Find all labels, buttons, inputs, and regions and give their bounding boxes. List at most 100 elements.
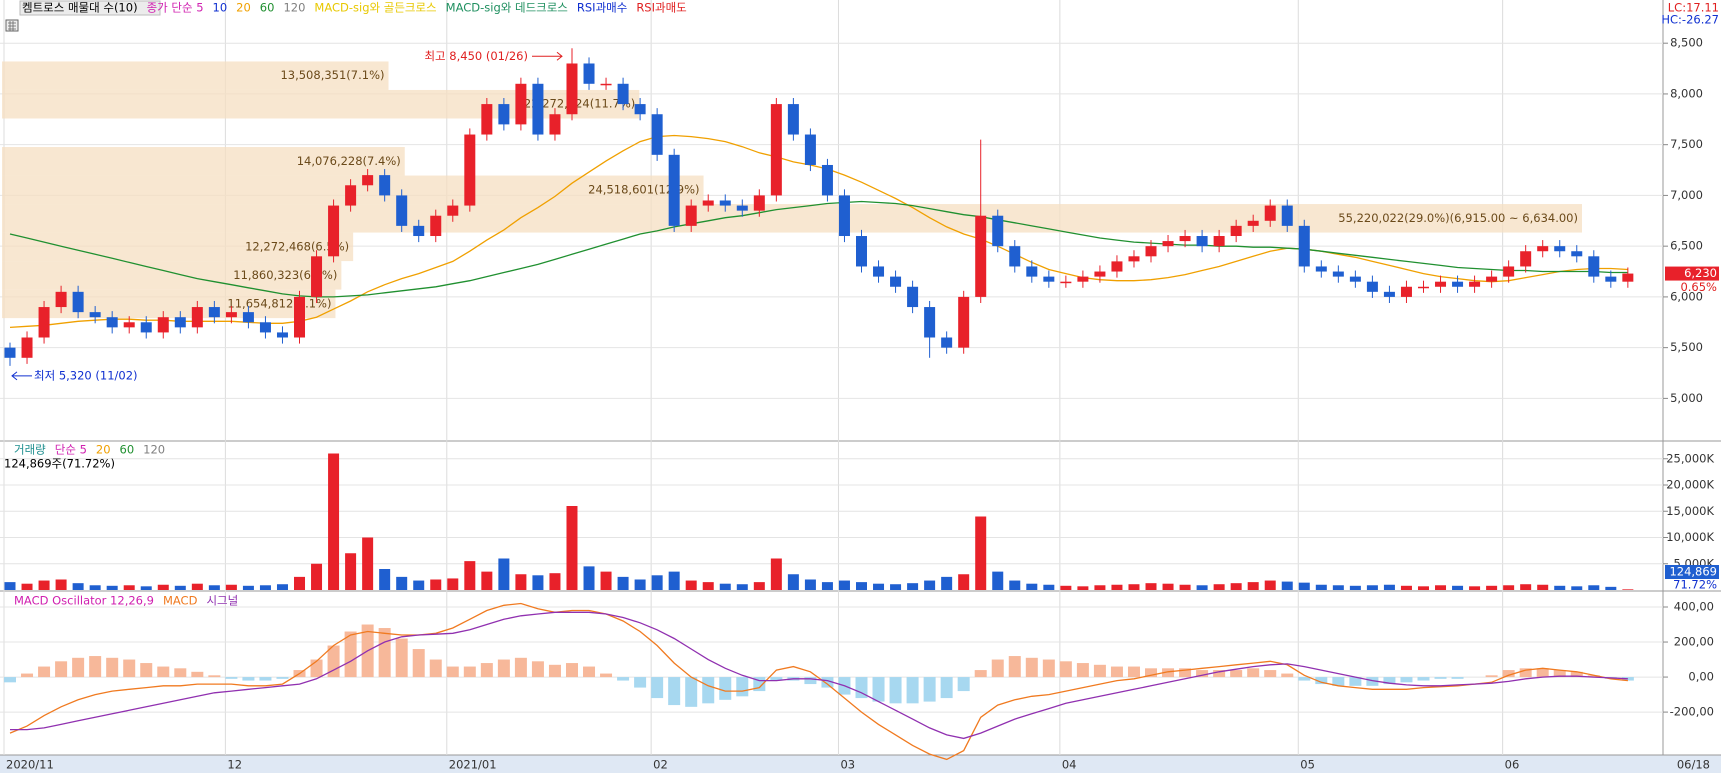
volume-profile-band	[2, 204, 1582, 233]
oscillator-bar	[1025, 657, 1038, 678]
volume-bar	[600, 571, 612, 590]
oscillator-bar	[446, 666, 459, 678]
candle-body	[140, 322, 152, 333]
oscillator-bar	[906, 677, 919, 704]
volume-bar	[890, 584, 902, 590]
volume-bar	[975, 516, 987, 590]
candle-body	[1366, 281, 1378, 292]
candle-body	[72, 291, 84, 313]
oscillator-bar	[821, 677, 834, 688]
candle-body	[992, 215, 1004, 247]
volume-bar	[4, 582, 16, 590]
oscillator-bar	[123, 659, 136, 678]
volume-bar	[1622, 589, 1634, 590]
oscillator-bar	[855, 677, 868, 699]
hc-label: HC:-26.27	[1661, 13, 1719, 27]
volume-bar	[1605, 586, 1617, 590]
oscillator-bar	[1451, 677, 1464, 679]
legend-item: 20	[96, 443, 111, 457]
volume-bar	[396, 576, 408, 590]
y-tick-label: 400,00	[1674, 600, 1714, 614]
volume-bar	[345, 553, 357, 590]
candle-body	[1332, 271, 1344, 277]
oscillator-bar	[310, 659, 323, 678]
volume-bar	[242, 585, 254, 590]
oscillator-bar	[1179, 668, 1192, 678]
oscillator-bar	[429, 659, 442, 678]
candle-body	[4, 347, 16, 358]
candle-body	[123, 322, 135, 328]
volume-bar	[787, 574, 799, 590]
legend-item: 종가 단순 5	[147, 1, 204, 15]
y-tick-label: 10,000K	[1666, 530, 1714, 544]
volume-bar	[532, 575, 544, 590]
candle-body	[1435, 281, 1447, 287]
volume-bar	[225, 584, 237, 590]
candle-body	[1196, 236, 1208, 247]
candle-body	[651, 114, 663, 155]
volume-bar	[106, 585, 118, 590]
volume-bar	[328, 453, 340, 590]
volume-bar	[1009, 580, 1021, 590]
candle-body	[396, 195, 408, 226]
oscillator-bar	[1059, 661, 1072, 678]
volume-bar	[311, 563, 323, 590]
candle-body	[1281, 205, 1293, 226]
volume-bar	[379, 569, 391, 590]
candle-body	[21, 337, 33, 358]
oscillator-bar	[1230, 670, 1243, 678]
volume-bar	[362, 537, 374, 590]
candle-body	[311, 256, 323, 297]
candle-body	[1503, 266, 1515, 277]
volume-bar	[123, 585, 135, 590]
volume-bar	[1452, 585, 1464, 590]
candle-body	[838, 195, 850, 237]
oscillator-bar	[55, 661, 68, 678]
candle-body	[38, 307, 50, 338]
oscillator-bar	[174, 668, 187, 678]
last-price-box	[1665, 266, 1719, 281]
volume-bar	[924, 580, 936, 590]
candle-body	[430, 215, 442, 237]
volume-bar	[1247, 582, 1259, 590]
candle-body	[804, 134, 816, 165]
x-tick-label: 2021/01	[449, 758, 497, 772]
volume-info: 124,869주(71.72%)	[4, 457, 115, 471]
volume-bar	[856, 582, 867, 590]
x-end-label: 06/18	[1677, 758, 1710, 772]
volume-bar	[770, 558, 782, 590]
oscillator-bar	[106, 657, 119, 678]
oscillator-bar	[1110, 666, 1123, 678]
candle-body	[1009, 246, 1021, 267]
oscillator-bar	[1519, 668, 1532, 678]
candle-body	[225, 312, 237, 318]
candle-body	[1043, 276, 1055, 282]
legend-item: 120	[283, 1, 305, 15]
candle-body	[345, 185, 357, 206]
oscillator-bar	[1008, 656, 1021, 678]
high-annotation: 최고 8,450 (01/26)	[424, 49, 528, 63]
y-tick-label: 7,000	[1670, 188, 1703, 202]
y-tick-label: 200,00	[1674, 635, 1714, 649]
volume-profile-band	[2, 232, 354, 262]
y-tick-label: 15,000K	[1666, 504, 1714, 518]
high-arrow	[531, 51, 563, 61]
y-tick-label: 6,500	[1670, 239, 1703, 253]
x-tick-label: 05	[1300, 758, 1315, 772]
grid-icon[interactable]	[5, 19, 19, 32]
oscillator-bar	[480, 663, 493, 678]
volume-bar	[294, 576, 306, 590]
volume-bar	[1571, 586, 1583, 590]
volume-bar	[992, 571, 1004, 590]
volume-bar	[430, 579, 442, 590]
volume-bar	[1145, 583, 1157, 590]
oscillator-bar	[600, 673, 613, 678]
candle-body	[753, 195, 765, 211]
oscillator-bar	[617, 677, 630, 681]
candle-body	[770, 104, 782, 196]
candle-body	[1486, 276, 1498, 282]
candle-body	[89, 312, 101, 318]
oscillator-bar	[344, 631, 357, 678]
indicator-line	[9, 200, 1628, 298]
